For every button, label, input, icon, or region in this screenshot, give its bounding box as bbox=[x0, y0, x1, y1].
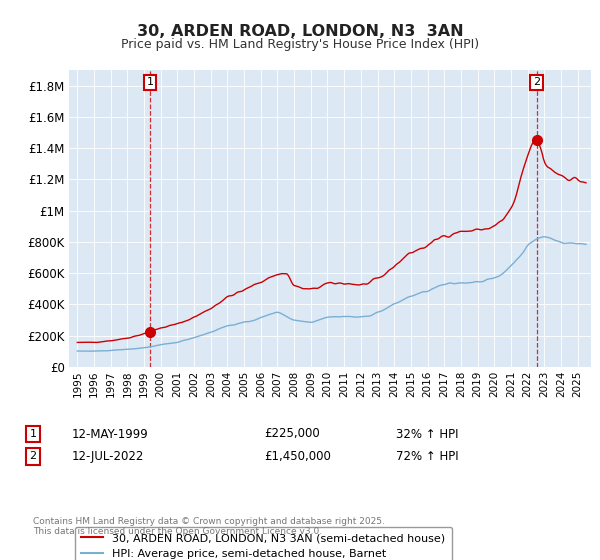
Text: 12-JUL-2022: 12-JUL-2022 bbox=[72, 450, 145, 463]
Text: £1,450,000: £1,450,000 bbox=[264, 450, 331, 463]
Text: 2: 2 bbox=[29, 451, 37, 461]
Text: 1: 1 bbox=[147, 77, 154, 87]
Text: 72% ↑ HPI: 72% ↑ HPI bbox=[396, 450, 458, 463]
Text: Price paid vs. HM Land Registry's House Price Index (HPI): Price paid vs. HM Land Registry's House … bbox=[121, 38, 479, 51]
Text: 30, ARDEN ROAD, LONDON, N3  3AN: 30, ARDEN ROAD, LONDON, N3 3AN bbox=[137, 24, 463, 39]
Text: 1: 1 bbox=[29, 429, 37, 439]
Text: 2: 2 bbox=[533, 77, 540, 87]
Text: £225,000: £225,000 bbox=[264, 427, 320, 441]
Legend: 30, ARDEN ROAD, LONDON, N3 3AN (semi-detached house), HPI: Average price, semi-d: 30, ARDEN ROAD, LONDON, N3 3AN (semi-det… bbox=[74, 527, 452, 560]
Text: Contains HM Land Registry data © Crown copyright and database right 2025.
This d: Contains HM Land Registry data © Crown c… bbox=[33, 517, 385, 536]
Text: 32% ↑ HPI: 32% ↑ HPI bbox=[396, 427, 458, 441]
Text: 12-MAY-1999: 12-MAY-1999 bbox=[72, 427, 149, 441]
